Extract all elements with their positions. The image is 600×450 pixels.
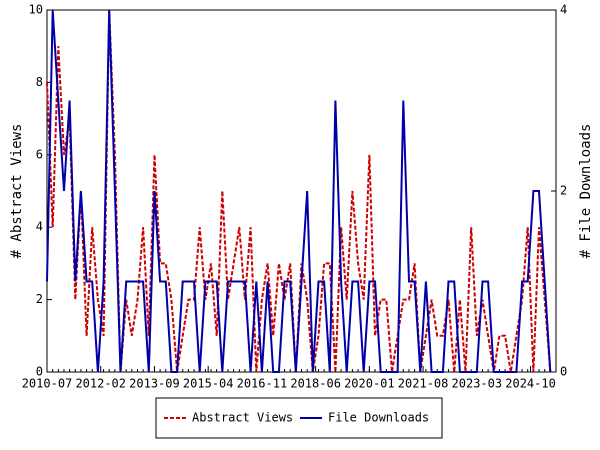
x-tick-label: 2013-09: [129, 377, 180, 391]
x-tick-label: 2018-06: [290, 377, 341, 391]
x-tick-label: 2021-08: [398, 377, 449, 391]
y2-tick-label: 2: [560, 184, 567, 198]
y2-tick-label: 4: [560, 3, 567, 17]
y-tick-label: 6: [36, 147, 43, 161]
legend-label: File Downloads: [328, 411, 429, 425]
y2-axis-label: # File Downloads: [578, 124, 594, 259]
x-tick-label: 2015-04: [183, 377, 234, 391]
y-tick-label: 4: [36, 220, 43, 234]
x-tick-label: 2020-01: [344, 377, 395, 391]
legend-box: [155, 397, 443, 439]
y-tick-label: 10: [29, 3, 43, 17]
x-tick-label: 2016-11: [237, 377, 288, 391]
legend-label: Abstract Views: [192, 411, 293, 425]
series-line: [46, 9, 552, 373]
y-tick-label: 0: [36, 365, 43, 379]
x-tick-label: 2024-10: [505, 377, 556, 391]
x-tick-label: 2010-07: [22, 377, 73, 391]
x-tick-label: 2023-03: [452, 377, 503, 391]
y-axis-label: # Abstract Views: [9, 124, 25, 259]
x-tick-label: 2012-02: [75, 377, 126, 391]
y-tick-label: 8: [36, 75, 43, 89]
y2-tick-label: 0: [560, 365, 567, 379]
y-tick-label: 2: [36, 292, 43, 306]
